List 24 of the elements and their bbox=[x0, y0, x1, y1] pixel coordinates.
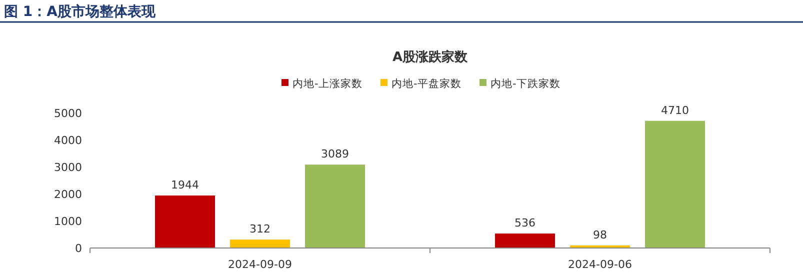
legend-label: 内地-上涨家数 bbox=[292, 77, 362, 90]
bar bbox=[230, 240, 290, 248]
data-label: 312 bbox=[250, 222, 270, 236]
chart-title: A股涨跌家数 bbox=[392, 49, 469, 65]
annotation: 图 1：A股市场整体表现 bbox=[4, 4, 156, 20]
y-tick-label: 0 bbox=[75, 242, 82, 255]
bar bbox=[155, 196, 215, 248]
y-tick-label: 4000 bbox=[54, 134, 82, 147]
data-label: 3089 bbox=[321, 148, 349, 161]
bar bbox=[305, 164, 365, 248]
bar bbox=[495, 234, 555, 248]
x-tick-label: 2024-09-06 bbox=[568, 258, 632, 271]
y-tick-label: 3000 bbox=[54, 161, 82, 174]
data-label: 536 bbox=[514, 216, 536, 230]
data-label: 4710 bbox=[661, 104, 689, 117]
x-tick-label: 2024-09-09 bbox=[228, 258, 292, 271]
data-label: 98 bbox=[593, 228, 607, 242]
y-tick-label: 5000 bbox=[54, 107, 82, 120]
legend-label: 内地-平盘家数 bbox=[392, 77, 462, 90]
bar bbox=[645, 120, 705, 248]
y-tick-label: 1000 bbox=[54, 215, 82, 228]
data-label: 1944 bbox=[171, 178, 199, 192]
legend-label: 内地-下跌家数 bbox=[490, 77, 560, 90]
y-tick-label: 2000 bbox=[54, 188, 82, 201]
